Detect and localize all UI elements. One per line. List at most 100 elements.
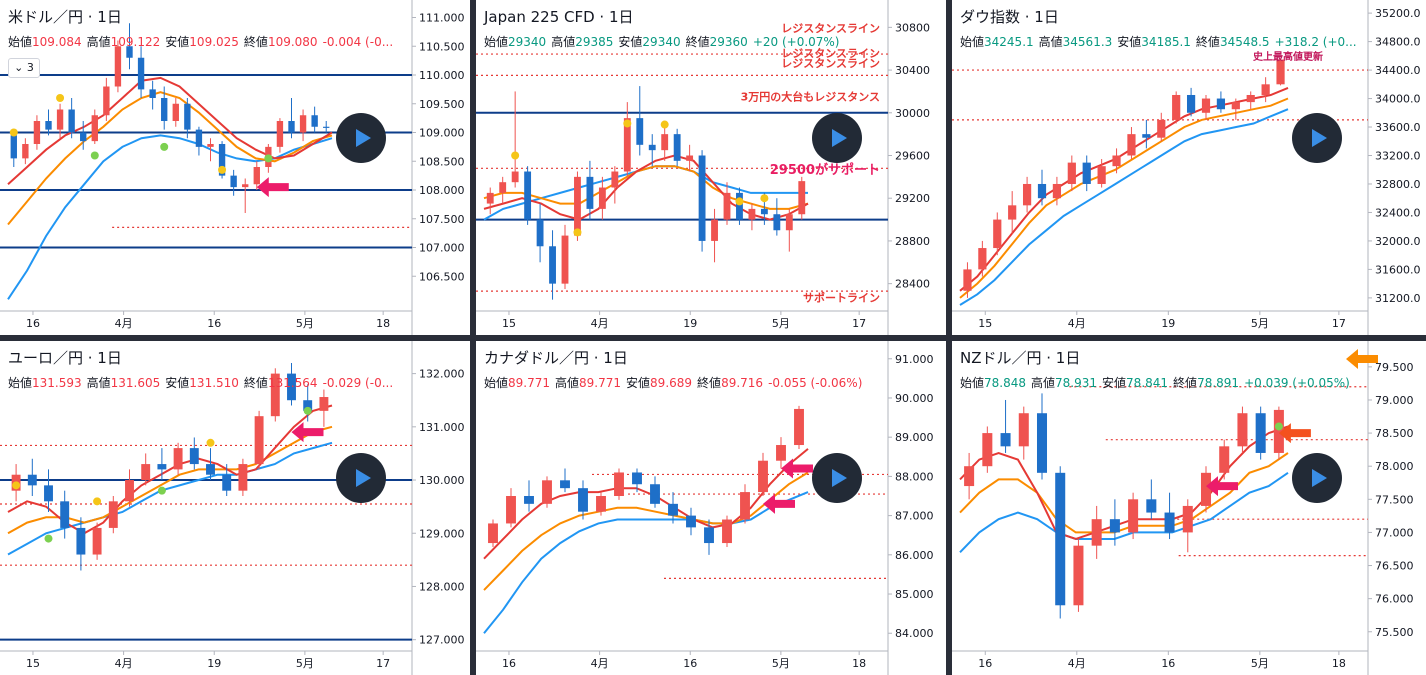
ma-line-fast — [7, 404, 333, 535]
candle-body — [776, 445, 786, 461]
chart-panel-eurjpy[interactable]: 132.000 131.000 130.000 129.000 128.000 127.0… — [0, 341, 470, 675]
y-tick-label: 78.000 — [1375, 460, 1414, 473]
candle-body — [141, 464, 151, 481]
y-tick-label: 79.500 — [1375, 361, 1414, 374]
candle-body — [206, 464, 215, 475]
play-icon[interactable] — [812, 112, 862, 163]
chart-panel-usdjpy[interactable]: 111.000 110.500 110.000 109.500 109.000 108.5… — [0, 0, 470, 335]
candle — [704, 519, 714, 555]
ohlc-legend: 始値131.593 高値131.605 安値131.510 終値131.564 -0.0… — [8, 374, 393, 391]
play-icon[interactable] — [1292, 112, 1342, 163]
ohlc-value-close: 34548.5 — [1219, 35, 1270, 49]
x-tick-label: 18 — [852, 657, 866, 670]
y-tick-label: 85.000 — [895, 588, 934, 601]
candle-body — [253, 167, 260, 185]
y-tick-label: 109.500 — [419, 98, 465, 111]
ohlc-value-close: 89.716 — [721, 376, 764, 390]
y-tick-label: 78.500 — [1375, 427, 1414, 440]
candle-body — [723, 192, 731, 220]
candle-body — [760, 208, 768, 215]
ohlc-label: 高値 — [551, 35, 576, 49]
candle-body — [978, 248, 987, 270]
ohlc-value-open: 89.771 — [508, 376, 551, 390]
candle — [76, 517, 86, 571]
y-tick-label: 34400.0 — [1375, 64, 1421, 77]
chart-panel-nzdjpy[interactable]: 79.500 79.000 78.500 78.000 77.500 77.000 76.5… — [952, 341, 1426, 675]
candle — [740, 484, 750, 524]
left-arrow-icon — [781, 458, 813, 479]
ohlc-label: 安値 — [618, 35, 643, 49]
candle-body — [668, 503, 678, 516]
y-tick-label: 107.500 — [419, 213, 465, 226]
candle-body — [45, 121, 52, 130]
candle-body — [499, 182, 507, 193]
candle-body — [963, 269, 972, 291]
y-tick-label: 34000.0 — [1375, 93, 1421, 106]
signal-dot-yellow — [573, 228, 582, 237]
signal-dot-green — [264, 154, 273, 163]
ma-line-mid — [483, 165, 809, 210]
candle — [45, 109, 52, 136]
play-icon[interactable] — [812, 453, 862, 503]
chart-panel-cadjpy[interactable]: 91.000 90.000 89.000 88.000 87.000 86.000 85.0… — [476, 341, 946, 675]
candle — [611, 166, 619, 204]
play-icon[interactable] — [336, 453, 386, 503]
candle — [161, 86, 168, 130]
y-tick-label: 89.000 — [895, 431, 934, 444]
x-tick-label: 5月 — [772, 657, 790, 670]
candle-body — [80, 132, 87, 142]
ohlc-change: +318.2 (+0... — [1274, 35, 1357, 49]
candle — [68, 98, 75, 139]
x-tick-label: 19 — [683, 317, 697, 330]
play-icon[interactable] — [1292, 453, 1342, 503]
annotation-label: レジスタンスライン — [781, 57, 880, 70]
x-tick-label: 19 — [207, 657, 221, 670]
y-tick-label: 33200.0 — [1375, 150, 1421, 163]
candle-body — [1142, 134, 1151, 138]
ohlc-value-open: 34245.1 — [984, 35, 1034, 49]
candle — [288, 98, 295, 139]
chart-title: NZドル／円 · 1日 — [960, 349, 1081, 367]
candle — [736, 187, 743, 225]
chart-svg: 35200.0 34800.0 34400.0 34000.0 33600.0 33200… — [952, 0, 1421, 335]
candle-body — [1091, 519, 1102, 546]
candle-body — [758, 460, 768, 493]
play-icon[interactable] — [336, 112, 386, 163]
candle — [141, 453, 151, 486]
candle — [499, 176, 507, 204]
candle-body — [1164, 512, 1175, 533]
candle — [103, 77, 110, 121]
y-tick-label: 32400.0 — [1375, 206, 1421, 219]
y-tick-label: 29200 — [895, 192, 930, 205]
ohlc-label: 高値 — [1038, 35, 1063, 49]
candle — [993, 212, 1002, 256]
y-tick-label: 75.500 — [1375, 626, 1414, 639]
candle-body — [1200, 472, 1212, 506]
indicator-dropdown[interactable]: ⌄ 3 — [8, 58, 40, 78]
chart-title: Japan 225 CFD · 1日 — [484, 8, 634, 26]
ohlc-label: 終値 — [243, 35, 268, 49]
x-tick-label: 16 — [683, 657, 697, 670]
signal-dot-yellow — [9, 128, 18, 137]
candle-body — [488, 523, 498, 544]
ohlc-label: 終値 — [243, 376, 268, 390]
ohlc-value-close: 78.891 — [1197, 376, 1240, 390]
ma-line-slow — [959, 471, 1289, 553]
candle-body — [22, 144, 29, 159]
candle-body — [157, 464, 167, 470]
ohlc-value-open: 109.084 — [32, 35, 82, 49]
candle-body — [1231, 102, 1240, 110]
y-tick-label: 30000 — [895, 107, 930, 120]
candle — [524, 480, 534, 512]
candle-body — [748, 208, 756, 220]
candle — [524, 166, 532, 225]
candle-body — [524, 171, 532, 220]
chart-panel-dow[interactable]: 35200.0 34800.0 34400.0 34000.0 33600.0 33200… — [952, 0, 1426, 335]
candle — [648, 134, 656, 167]
indicator-dropdown-value: 3 — [26, 61, 34, 74]
candle — [1216, 91, 1226, 113]
ohlc-value-low: 34185.1 — [1141, 35, 1191, 49]
annotation-label: レジスタンスライン — [781, 22, 880, 35]
ohlc-label: 終値 — [1173, 376, 1198, 390]
chart-panel-jp225[interactable]: 30800 30400 30000 29600 29200 28800 28400 15 4月 1… — [476, 0, 946, 335]
